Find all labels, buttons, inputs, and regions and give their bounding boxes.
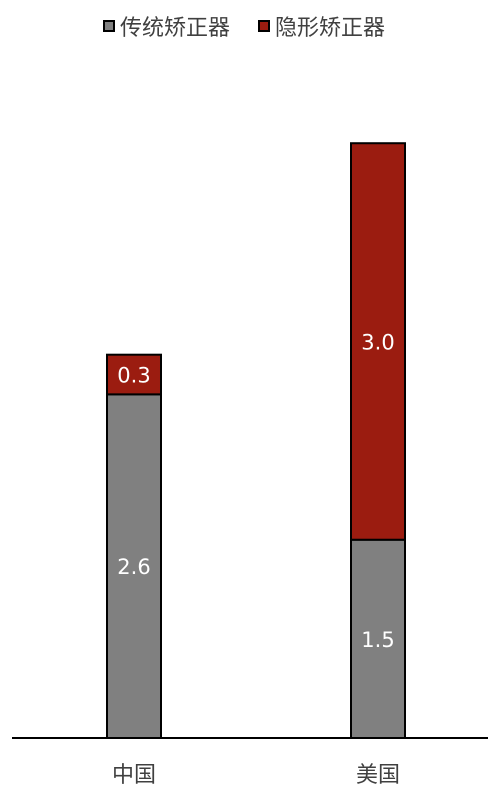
legend-item-invisible: 隐形矫正器 xyxy=(258,10,385,42)
x-tick-label-中国: 中国 xyxy=(112,763,156,786)
bar-中国-隐形矫正器 xyxy=(106,353,162,396)
data-label-美国-隐形矫正器: 3.0 xyxy=(361,330,394,354)
chart-legend: 传统矫正器 隐形矫正器 xyxy=(0,8,488,44)
bar-美国-隐形矫正器 xyxy=(350,142,406,541)
data-label-中国-传统矫正器: 2.6 xyxy=(117,555,150,579)
data-label-美国-传统矫正器: 1.5 xyxy=(361,628,394,652)
legend-item-traditional: 传统矫正器 xyxy=(102,10,230,42)
data-label-中国-隐形矫正器: 0.3 xyxy=(117,364,150,388)
bar-中国-传统矫正器 xyxy=(106,393,162,739)
legend-label-invisible: 隐形矫正器 xyxy=(275,16,386,41)
legend-swatch-traditional xyxy=(102,20,115,32)
x-tick-label-美国: 美国 xyxy=(356,763,400,786)
legend-label-traditional: 传统矫正器 xyxy=(119,16,230,41)
legend-swatch-invisible xyxy=(258,20,270,32)
